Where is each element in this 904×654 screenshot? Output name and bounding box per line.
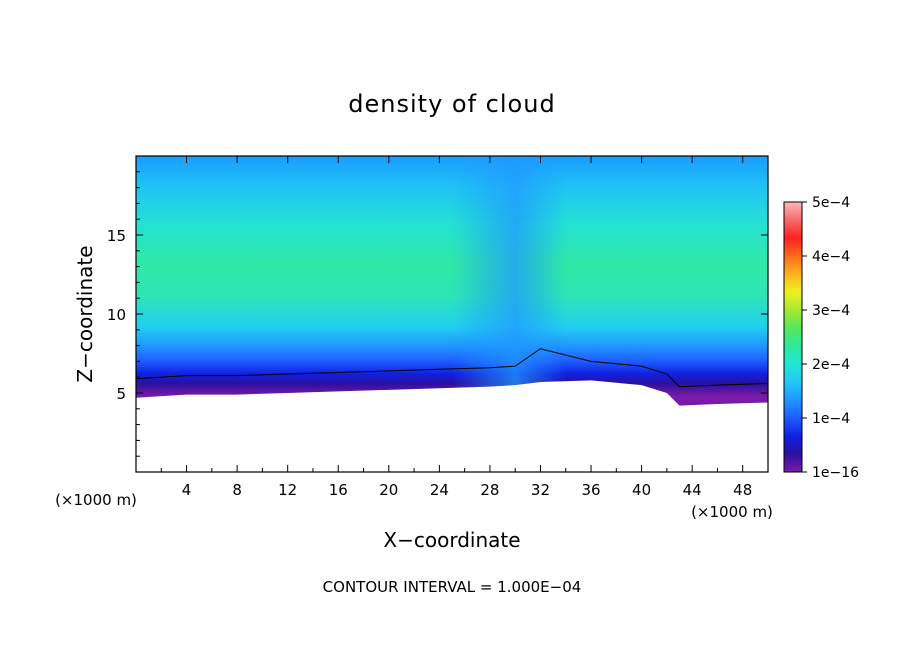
x-tick-label: 32 (531, 481, 550, 499)
contour-line (136, 348, 768, 388)
chart-title: density of cloud (348, 90, 555, 118)
cloud-free-region (136, 380, 768, 472)
downdraft-shading (136, 156, 768, 396)
x-tick-label: 8 (232, 481, 242, 499)
x-tick-label: 48 (733, 481, 752, 499)
x-tick-label: 28 (480, 481, 499, 499)
heatmap-field (136, 156, 768, 472)
y-tick-label: 5 (116, 385, 126, 403)
colorbar-tick-label: 4e−4 (812, 249, 850, 265)
contour-interval-note: CONTOUR INTERVAL = 1.000E−04 (323, 578, 582, 596)
y-tick-label: 15 (107, 227, 126, 245)
x-tick-label: 4 (182, 481, 192, 499)
x-tick-label: 16 (329, 481, 348, 499)
colorbar-tick-label: 1e−4 (812, 411, 850, 427)
x-unit-right: (×1000 m) (691, 503, 773, 521)
colorbar-tick-label: 5e−4 (812, 195, 850, 211)
x-tick-label: 20 (379, 481, 398, 499)
y-axis-label: Z−coordinate (73, 245, 97, 382)
x-tick-label: 44 (683, 481, 702, 499)
x-tick-label: 12 (278, 481, 297, 499)
colorbar-tick-label: 2e−4 (812, 357, 850, 373)
y-tick-label: 10 (107, 306, 126, 324)
colorbar (783, 201, 803, 473)
colorbar-ticks: 5e−4 4e−4 3e−4 2e−4 1e−4 1e−16 (802, 195, 859, 481)
colorbar-tick-label: 3e−4 (812, 303, 850, 319)
x-tick-label: 36 (581, 481, 600, 499)
x-tick-label: 24 (430, 481, 449, 499)
y-axis: 5 10 15 (107, 171, 768, 457)
x-unit-left: (×1000 m) (55, 491, 137, 509)
x-axis: 4 8 12 16 20 24 28 32 36 40 44 48 (160, 156, 752, 499)
colorbar-tick-label: 1e−16 (812, 465, 859, 481)
x-axis-label: X−coordinate (383, 528, 520, 552)
x-tick-label: 40 (632, 481, 651, 499)
